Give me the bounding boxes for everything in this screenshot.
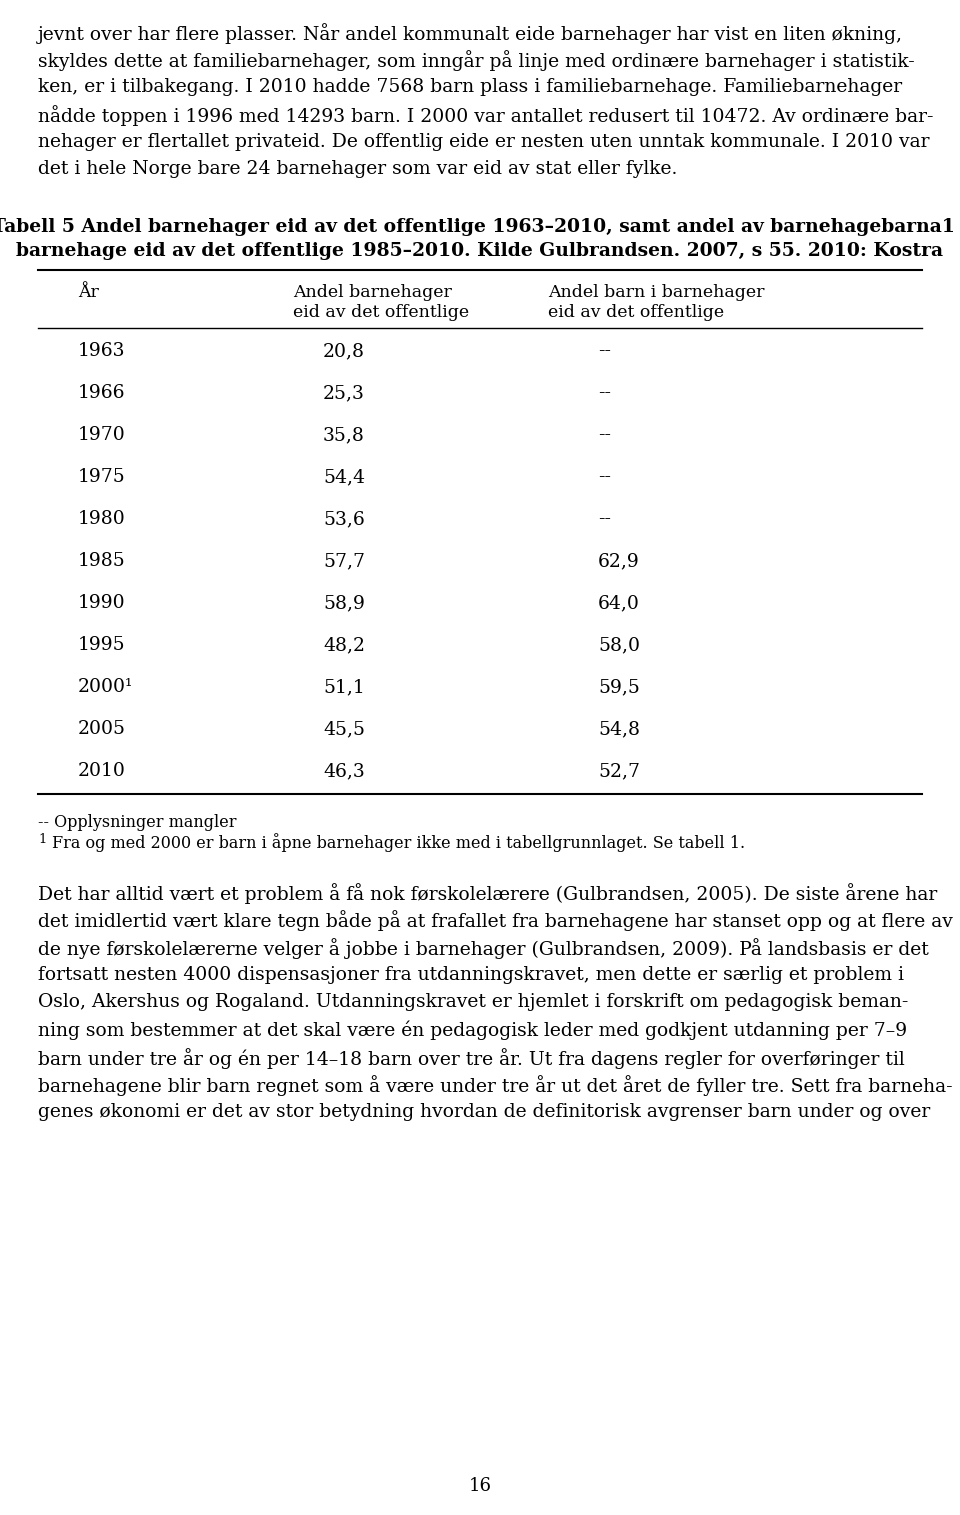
Text: 54,8: 54,8	[598, 720, 640, 738]
Text: Andel barnehager: Andel barnehager	[293, 283, 452, 301]
Text: barnehagene blir barn regnet som å være under tre år ut det året de fyller tre. : barnehagene blir barn regnet som å være …	[38, 1076, 952, 1097]
Text: 1: 1	[38, 833, 46, 845]
Text: 58,9: 58,9	[323, 594, 365, 612]
Text: 1990: 1990	[78, 594, 126, 612]
Text: nådde toppen i 1996 med 14293 barn. I 2000 var antallet redusert til 10472. Av o: nådde toppen i 1996 med 14293 barn. I 20…	[38, 106, 933, 126]
Text: Tabell 5 Andel barnehager eid av det offentlige 1963–2010, samt andel av barneha: Tabell 5 Andel barnehager eid av det off…	[0, 218, 960, 236]
Text: 58,0: 58,0	[598, 636, 640, 654]
Text: fortsatt nesten 4000 dispensasjoner fra utdanningskravet, men dette er særlig et: fortsatt nesten 4000 dispensasjoner fra …	[38, 965, 904, 983]
Text: 48,2: 48,2	[323, 636, 365, 654]
Text: ken, er i tilbakegang. I 2010 hadde 7568 barn plass i familiebarnehage. Familieb: ken, er i tilbakegang. I 2010 hadde 7568…	[38, 77, 902, 95]
Text: Andel barn i barnehager: Andel barn i barnehager	[548, 283, 764, 301]
Text: --: --	[598, 342, 611, 361]
Text: --: --	[598, 468, 611, 486]
Text: genes økonomi er det av stor betydning hvordan de definitorisk avgrenser barn un: genes økonomi er det av stor betydning h…	[38, 1103, 930, 1121]
Text: barn under tre år og én per 14–18 barn over tre år. Ut fra dagens regler for ove: barn under tre år og én per 14–18 barn o…	[38, 1048, 904, 1070]
Text: 1963: 1963	[78, 342, 126, 361]
Text: jevnt over har flere plasser. Når andel kommunalt eide barnehager har vist en li: jevnt over har flere plasser. Når andel …	[38, 23, 903, 44]
Text: 51,1: 51,1	[323, 679, 365, 695]
Text: 45,5: 45,5	[323, 720, 365, 738]
Text: 62,9: 62,9	[598, 551, 639, 570]
Text: --: --	[598, 426, 611, 444]
Text: 1980: 1980	[78, 511, 126, 529]
Text: Det har alltid vært et problem å få nok førskolelærere (Gulbrandsen, 2005). De s: Det har alltid vært et problem å få nok …	[38, 883, 937, 904]
Text: --: --	[598, 383, 611, 401]
Text: 59,5: 59,5	[598, 679, 640, 695]
Text: 64,0: 64,0	[598, 594, 640, 612]
Text: 1970: 1970	[78, 426, 126, 444]
Text: 46,3: 46,3	[323, 762, 365, 780]
Text: 1995: 1995	[78, 636, 126, 654]
Text: 54,4: 54,4	[323, 468, 365, 486]
Text: 1985: 1985	[78, 551, 126, 570]
Text: 2010: 2010	[78, 762, 126, 780]
Text: 57,7: 57,7	[323, 551, 365, 570]
Text: 2005: 2005	[78, 720, 126, 738]
Text: barnehage eid av det offentlige 1985–2010. Kilde Gulbrandsen. 2007, s 55. 2010: : barnehage eid av det offentlige 1985–201…	[16, 242, 944, 261]
Text: --: --	[598, 511, 611, 529]
Text: 16: 16	[468, 1477, 492, 1495]
Text: skyldes dette at familiebarnehager, som inngår på linje med ordinære barnehager : skyldes dette at familiebarnehager, som …	[38, 50, 915, 71]
Text: Oslo, Akershus og Rogaland. Utdanningskravet er hjemlet i forskrift om pedagogis: Oslo, Akershus og Rogaland. Utdanningskr…	[38, 992, 908, 1011]
Text: 2000¹: 2000¹	[78, 679, 133, 695]
Text: eid av det offentlige: eid av det offentlige	[293, 305, 469, 321]
Text: eid av det offentlige: eid av det offentlige	[548, 305, 724, 321]
Text: 25,3: 25,3	[323, 383, 365, 401]
Text: 53,6: 53,6	[323, 511, 365, 529]
Text: ning som bestemmer at det skal være én pedagogisk leder med godkjent utdanning p: ning som bestemmer at det skal være én p…	[38, 1021, 907, 1039]
Text: det imidlertid vært klare tegn både på at frafallet fra barnehagene har stanset : det imidlertid vært klare tegn både på a…	[38, 911, 953, 932]
Text: nehager er flertallet privateid. De offentlig eide er nesten uten unntak kommuna: nehager er flertallet privateid. De offe…	[38, 133, 929, 152]
Text: År: År	[78, 283, 99, 301]
Text: -- Opplysninger mangler: -- Opplysninger mangler	[38, 814, 236, 832]
Text: 20,8: 20,8	[323, 342, 365, 361]
Text: 52,7: 52,7	[598, 762, 640, 780]
Text: Fra og med 2000 er barn i åpne barnehager ikke med i tabellgrunnlaget. Se tabell: Fra og med 2000 er barn i åpne barnehage…	[52, 833, 745, 851]
Text: de nye førskolelærerne velger å jobbe i barnehager (Gulbrandsen, 2009). På lands: de nye førskolelærerne velger å jobbe i …	[38, 938, 928, 959]
Text: det i hele Norge bare 24 barnehager som var eid av stat eller fylke.: det i hele Norge bare 24 barnehager som …	[38, 161, 678, 179]
Text: 35,8: 35,8	[323, 426, 365, 444]
Text: 1975: 1975	[78, 468, 126, 486]
Text: 1966: 1966	[78, 383, 126, 401]
